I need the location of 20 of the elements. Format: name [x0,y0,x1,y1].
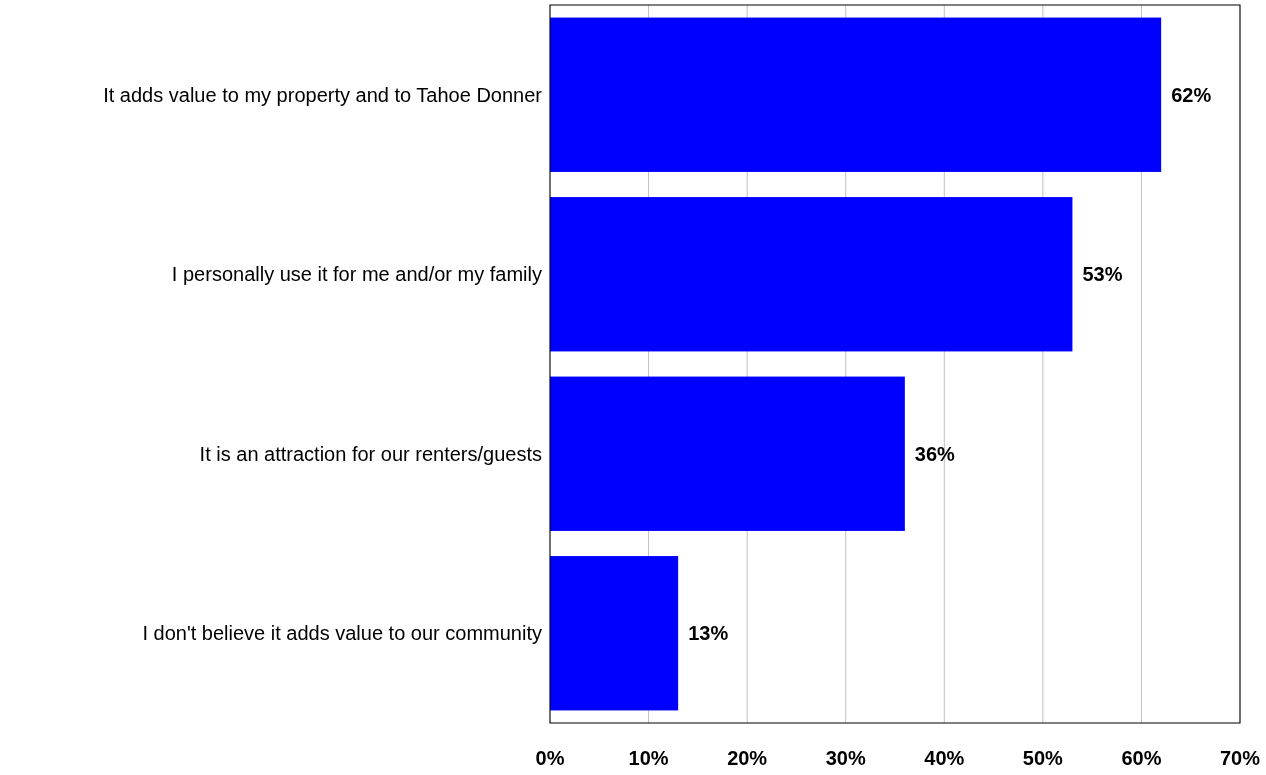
bar [550,197,1073,352]
x-tick-label: 50% [1022,747,1064,769]
x-tick-label: 40% [924,747,965,769]
y-tick-label: I personally use it for me and/or my family [171,263,542,286]
data-label: 53% [1082,263,1123,286]
x-tick-label: 30% [825,747,866,769]
bar [550,556,679,711]
x-tick-label: 10% [628,747,669,769]
x-tick-label: 20% [727,747,768,769]
data-label: 62% [1171,83,1212,106]
data-label: 13% [688,622,729,645]
x-tick-label: 60% [1121,747,1162,769]
y-tick-label: I don't believe it adds value to our community [142,622,542,645]
y-tick-label: It is an attraction for our renters/guests [199,442,542,465]
y-tick-label: It adds value to my property and to Tahoe Donner [103,83,543,106]
x-tick-label: 0% [535,747,565,769]
data-label: 36% [914,442,956,465]
x-tick-label: 70% [1219,747,1261,769]
bar [550,376,905,531]
bar [550,17,1162,172]
